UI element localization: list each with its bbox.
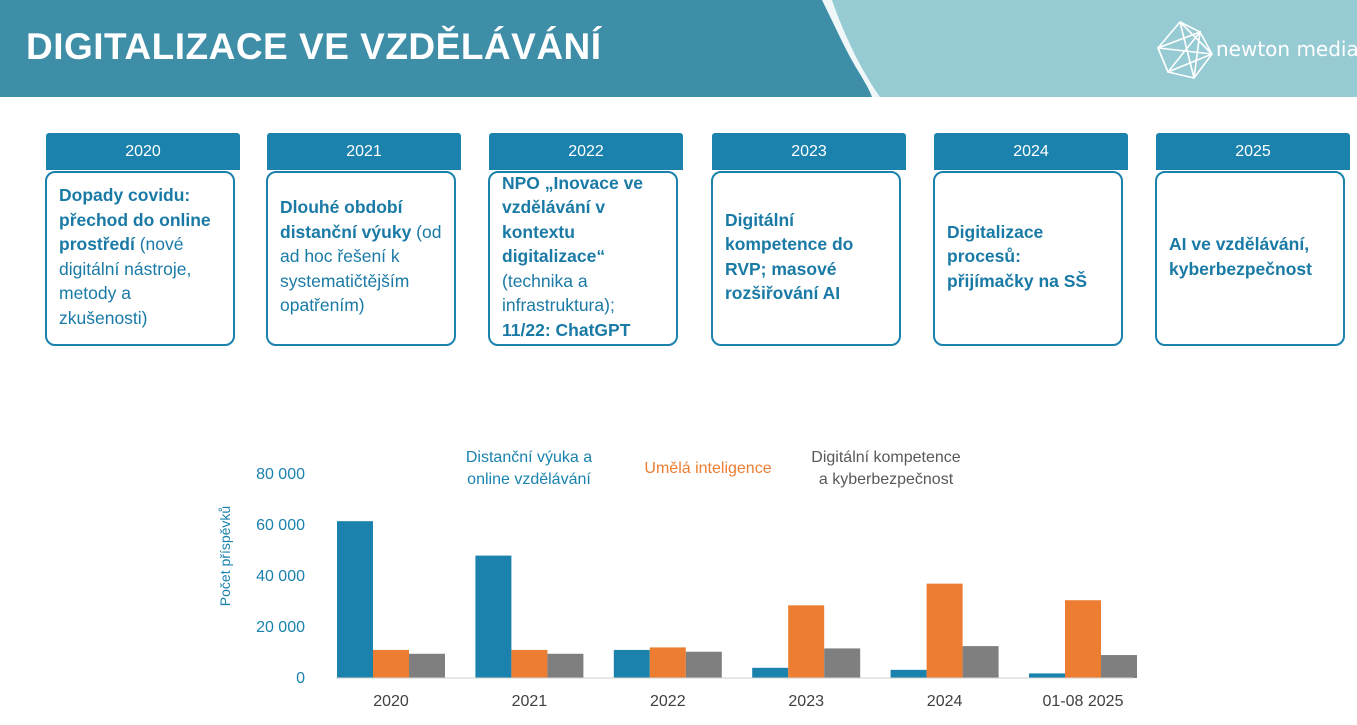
card-text-bold: Digitální kompetence do RVP; masové rozš… xyxy=(725,209,854,304)
card-text-bold: Dopady covidu: přechod do online prostře… xyxy=(59,185,211,254)
bar-ai-1 xyxy=(511,649,548,678)
card-text: Digitální kompetence do RVP; masové rozš… xyxy=(725,208,887,306)
bar-distance-4 xyxy=(890,669,927,678)
logo-star-icon xyxy=(1156,21,1214,79)
y-tick-label: 0 xyxy=(296,670,305,687)
card-text: AI ve vzdělávání, kyberbezpečnost xyxy=(1169,232,1331,281)
card-text-bold: AI ve vzdělávání, kyberbezpečnost xyxy=(1169,234,1312,279)
header-banner: DIGITALIZACE VE VZDĚLÁVÁNÍ newton media xyxy=(0,0,1357,97)
bar-digital-5 xyxy=(1101,655,1137,678)
header-background xyxy=(0,0,1357,97)
card-text-normal: (od ad hoc řešení k systematičtějším opa… xyxy=(280,221,442,316)
legend-entry-0: Distanční výuka a online vzdělávání xyxy=(466,449,592,488)
x-tick-label: 2023 xyxy=(788,693,824,710)
y-tick-label: 20 000 xyxy=(256,619,305,636)
bar-digital-1 xyxy=(547,653,584,678)
year-tab: 2020 xyxy=(46,133,240,170)
y-tick-label: 80 000 xyxy=(256,466,305,483)
year-tab: 2023 xyxy=(712,133,906,170)
bar-digital-0 xyxy=(409,653,445,678)
card-text-bold: Dlouhé období distanční výuky xyxy=(280,197,412,242)
card-text: NPO „Inovace ve vzdělávání v kontextu di… xyxy=(502,171,664,343)
x-tick-label: 01-08 2025 xyxy=(1043,693,1124,710)
x-tick-label: 2020 xyxy=(373,693,409,710)
bar-distance-0 xyxy=(337,521,373,678)
bar-ai-0 xyxy=(373,649,409,678)
year-tab: 2022 xyxy=(489,133,683,170)
legend-entry-1: Umělá inteligence xyxy=(644,460,771,477)
bar-ai-3 xyxy=(788,605,825,678)
bar-distance-5 xyxy=(1029,673,1065,678)
bar-digital-4 xyxy=(962,646,999,678)
y-tick-label: 60 000 xyxy=(256,517,305,534)
card-text-bold: Digitalizace procesů: přijímačky na SŠ xyxy=(947,221,1088,291)
card-description: Dlouhé období distanční výuky (od ad hoc… xyxy=(266,171,456,346)
logo-text: newton media xyxy=(1216,37,1357,61)
year-tab: 2024 xyxy=(934,133,1128,170)
year-tab: 2021 xyxy=(267,133,461,170)
card-text-bold: NPO „Inovace ve vzdělávání v kontextu di… xyxy=(502,172,644,267)
card-description: Digitalizace procesů: přijímačky na SŠ xyxy=(933,171,1123,346)
bar-distance-3 xyxy=(752,667,789,678)
y-axis-ticks: 0 20 000 40 000 60 000 80 000 xyxy=(256,466,305,687)
card-description: AI ve vzdělávání, kyberbezpečnost xyxy=(1155,171,1345,346)
bar-ai-5 xyxy=(1065,600,1101,678)
bar-ai-4 xyxy=(926,583,963,678)
newton-media-logo[interactable]: newton media xyxy=(1156,20,1357,82)
bar-ai-2 xyxy=(649,647,686,678)
card-text-normal: (technika a infrastruktura); xyxy=(502,270,615,316)
card-text-bold-tail: 11/22: ChatGPT xyxy=(502,319,631,340)
x-axis-ticks: 2020 2021 2022 2023 2024 01-08 2025 xyxy=(373,693,1123,710)
y-tick-label: 40 000 xyxy=(256,568,305,585)
y-axis-label: Počet příspěvků xyxy=(217,506,233,606)
bar-digital-3 xyxy=(824,648,861,678)
year-tab: 2025 xyxy=(1156,133,1350,170)
x-tick-label: 2024 xyxy=(927,693,963,710)
card-description: Dopady covidu: přechod do online prostře… xyxy=(45,171,235,346)
card-description: Digitální kompetence do RVP; masové rozš… xyxy=(711,171,901,346)
bars xyxy=(337,521,1137,678)
card-text: Dlouhé období distanční výuky (od ad hoc… xyxy=(280,195,442,318)
card-text-normal: (nové digitální nástroje, metody a zkuše… xyxy=(59,234,192,328)
bar-distance-2 xyxy=(613,649,650,678)
page-title: DIGITALIZACE VE VZDĚLÁVÁNÍ xyxy=(26,26,602,67)
card-text: Digitalizace procesů: přijímačky na SŠ xyxy=(947,220,1109,294)
card-text: Dopady covidu: přechod do online prostře… xyxy=(59,183,221,330)
legend-entry-2: Digitální kompetence a kyberbezpečnost xyxy=(811,449,961,488)
bar-digital-2 xyxy=(685,651,722,678)
legend: Distanční výuka a online vzdělávání Umělá … xyxy=(466,449,961,488)
bar-distance-1 xyxy=(475,555,512,678)
x-tick-label: 2022 xyxy=(650,693,686,710)
x-tick-label: 2021 xyxy=(512,693,548,710)
card-description: NPO „Inovace ve vzdělávání v kontextu di… xyxy=(488,171,678,346)
